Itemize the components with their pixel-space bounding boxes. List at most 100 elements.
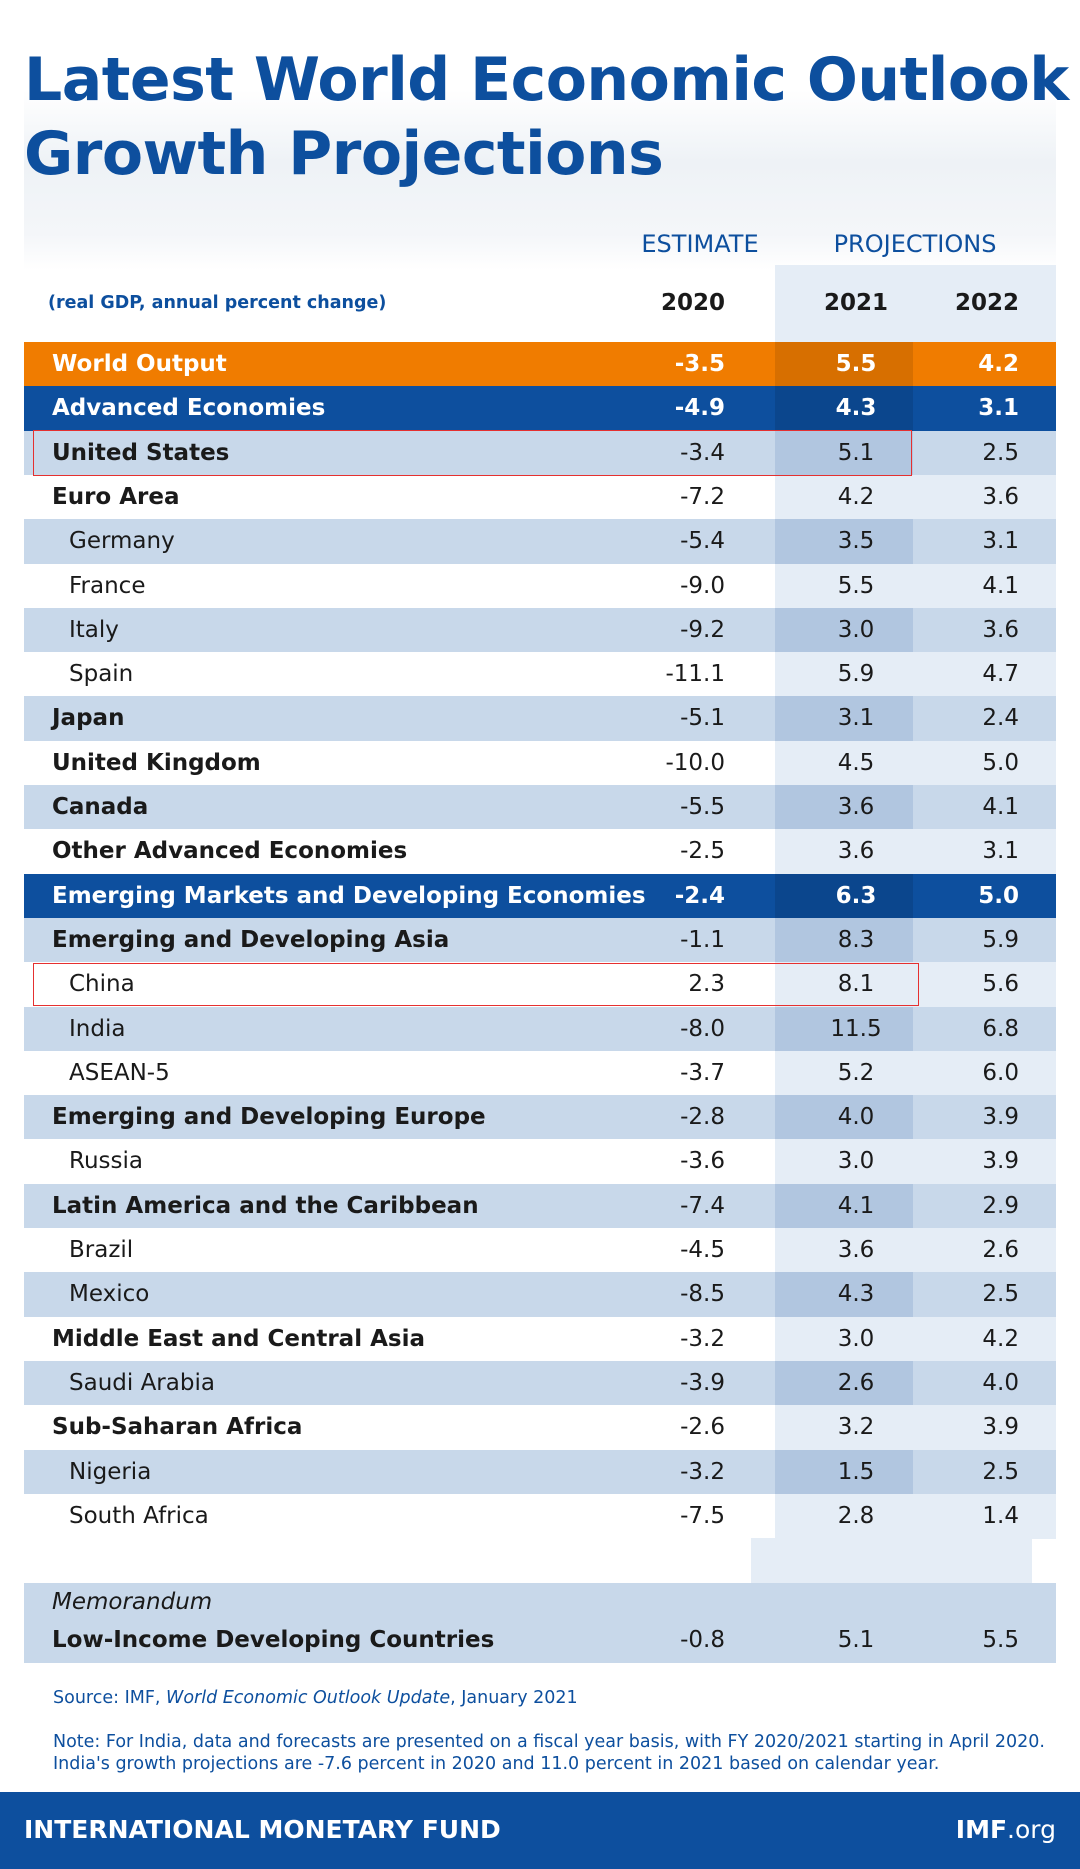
estimate-header: ESTIMATE xyxy=(641,230,759,258)
row-value: 5.1 xyxy=(837,439,875,466)
row-label: Saudi Arabia xyxy=(69,1369,215,1396)
row-value: 3.0 xyxy=(837,1325,875,1352)
row-value: -3.2 xyxy=(680,1325,725,1352)
footer-brand: IMF xyxy=(955,1815,1008,1844)
source-title: World Economic Outlook Update xyxy=(166,1688,451,1708)
cell-tint xyxy=(913,1405,1056,1451)
cell-tint xyxy=(913,740,1056,786)
row-label: Euro Area xyxy=(52,483,180,510)
row-value: -5.5 xyxy=(680,794,725,820)
table-row: Spain -11.1 5.9 4.7 xyxy=(24,652,1056,698)
table-row: Nigeria -3.2 1.5 2.5 xyxy=(24,1449,1056,1495)
row-label: Middle East and Central Asia xyxy=(52,1325,425,1352)
cell-tint xyxy=(775,1405,913,1451)
cell-tint xyxy=(775,430,913,476)
memorandum-value: -0.8 xyxy=(680,1627,725,1653)
row-value: -2.8 xyxy=(680,1104,725,1131)
row-value: 2.6 xyxy=(982,1237,1019,1263)
cell-tint xyxy=(775,873,913,919)
cell-tint xyxy=(913,1050,1056,1096)
row-value: 3.1 xyxy=(978,395,1019,422)
table-row: Sub-Saharan Africa -2.6 3.2 3.9 xyxy=(24,1405,1056,1451)
row-value: 4.3 xyxy=(837,1281,875,1308)
cell-tint xyxy=(775,652,913,698)
gap-tint xyxy=(751,1538,1032,1583)
row-value: 3.6 xyxy=(982,616,1019,643)
table-row: United Kingdom -10.0 4.5 5.0 xyxy=(24,740,1056,786)
row-value: -2.6 xyxy=(680,1414,725,1441)
table-row: United States -3.4 5.1 2.5 xyxy=(24,430,1056,476)
cell-tint xyxy=(913,962,1056,1008)
footer-link[interactable]: IMF.org xyxy=(956,1815,1056,1844)
row-value: -3.4 xyxy=(680,439,725,466)
memorandum-block: Memorandum Low-Income Developing Countri… xyxy=(24,1583,1056,1663)
cell-tint xyxy=(775,1449,913,1495)
table-row: World Output -3.5 5.5 4.2 xyxy=(24,342,1056,387)
row-value: 3.6 xyxy=(837,1237,875,1263)
row-label: Latin America and the Caribbean xyxy=(52,1192,479,1219)
row-value: 8.3 xyxy=(837,926,875,953)
row-value: 4.3 xyxy=(835,395,877,422)
row-value: 2.9 xyxy=(982,1192,1019,1219)
row-value: -3.2 xyxy=(680,1458,725,1485)
subtitle: (real GDP, annual percent change) xyxy=(48,293,387,313)
row-label: World Output xyxy=(52,351,227,377)
row-value: 4.5 xyxy=(837,749,875,776)
row-value: 3.6 xyxy=(837,794,875,820)
cell-tint xyxy=(913,1139,1056,1185)
row-value: 4.1 xyxy=(982,572,1019,599)
cell-tint xyxy=(775,962,913,1008)
table-row: Other Advanced Economies -2.5 3.6 3.1 xyxy=(24,829,1056,875)
year-header: 2020 xyxy=(660,290,725,316)
cell-tint xyxy=(913,563,1056,609)
row-value: -8.5 xyxy=(680,1281,725,1308)
cell-tint xyxy=(775,1316,913,1362)
row-value: -4.5 xyxy=(680,1237,725,1263)
row-value: 3.1 xyxy=(982,528,1019,555)
row-label: Brazil xyxy=(69,1237,134,1263)
row-value: 4.1 xyxy=(837,1192,875,1219)
cell-tint xyxy=(913,1493,1056,1539)
source: Source: IMF, World Economic Outlook Upda… xyxy=(53,1688,578,1708)
row-label: Italy xyxy=(69,616,119,643)
row-value: -2.4 xyxy=(674,882,725,909)
row-value: 3.2 xyxy=(837,1414,875,1441)
row-value: -3.5 xyxy=(674,351,725,377)
row-value: 3.9 xyxy=(982,1414,1019,1441)
row-label: Russia xyxy=(69,1148,143,1175)
table-row: Emerging and Developing Europe -2.8 4.0 3.9 xyxy=(24,1095,1056,1141)
row-value: -9.2 xyxy=(680,616,725,643)
footer: INTERNATIONAL MONETARY FUND IMF.org xyxy=(0,1792,1080,1869)
row-label: Spain xyxy=(69,661,134,688)
row-value: 4.2 xyxy=(837,483,875,510)
row-value: -7.2 xyxy=(680,483,725,510)
row-value: 2.8 xyxy=(837,1502,875,1529)
row-value: -10.0 xyxy=(665,749,725,776)
table-row: Saudi Arabia -3.9 2.6 4.0 xyxy=(24,1360,1056,1406)
cell-tint xyxy=(775,1493,913,1539)
row-label: South Africa xyxy=(69,1502,209,1529)
footer-domain: .org xyxy=(1007,1815,1056,1844)
row-value: 6.3 xyxy=(835,882,877,909)
memorandum-value: 5.1 xyxy=(837,1627,875,1653)
row-value: 5.0 xyxy=(978,882,1019,909)
row-value: 2.5 xyxy=(982,1458,1019,1485)
row-value: 3.5 xyxy=(837,528,875,555)
row-value: 2.5 xyxy=(982,439,1019,466)
row-value: 4.0 xyxy=(982,1369,1019,1396)
row-value: 3.6 xyxy=(982,483,1019,510)
memorandum-value: 5.5 xyxy=(982,1627,1019,1653)
row-value: 4.2 xyxy=(982,1325,1019,1352)
row-value: 3.9 xyxy=(982,1148,1019,1175)
cell-tint xyxy=(775,563,913,609)
table-row: Emerging Markets and Developing Economie… xyxy=(24,873,1056,919)
background-pattern xyxy=(24,90,1056,270)
table-row: Emerging and Developing Asia -1.1 8.3 5.9 xyxy=(24,917,1056,963)
row-value: -9.0 xyxy=(680,572,725,599)
row-value: 5.5 xyxy=(837,572,875,599)
row-value: 4.7 xyxy=(982,661,1019,688)
row-value: -11.1 xyxy=(665,661,725,688)
row-label: United Kingdom xyxy=(52,749,261,776)
cell-tint xyxy=(775,386,913,432)
row-value: 5.0 xyxy=(982,749,1019,776)
